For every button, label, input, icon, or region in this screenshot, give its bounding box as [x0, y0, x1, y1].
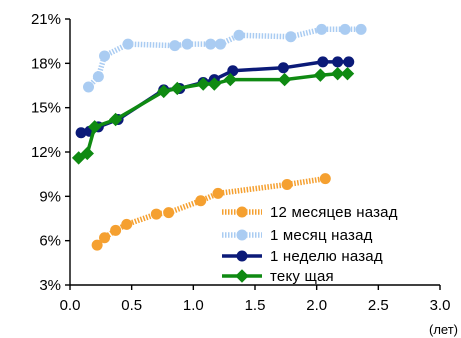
series-2-group — [83, 23, 367, 93]
x-tick-label: 2.0 — [306, 297, 327, 314]
series-2-point — [214, 38, 226, 50]
x-tick-label: 0.5 — [121, 297, 142, 314]
series-1-point — [281, 179, 293, 191]
series-1-point — [91, 239, 103, 251]
legend-marker — [236, 206, 248, 218]
x-tick-label: 3.0 — [430, 297, 451, 314]
legend-marker — [236, 250, 248, 262]
series-2-point — [83, 81, 94, 93]
x-tick-label: 2.5 — [368, 297, 389, 314]
legend-item-4: теку щая — [222, 268, 334, 285]
y-tick-label: 9% — [39, 188, 61, 205]
x-tick-label: 0.0 — [60, 297, 81, 314]
series-1-point — [319, 173, 331, 185]
series-1-point — [99, 232, 111, 244]
series-1-point — [121, 218, 133, 230]
series-4-point — [157, 84, 171, 99]
series-4-point — [313, 68, 328, 82]
series-3-point — [332, 56, 344, 68]
y-tick-label: 3% — [39, 277, 61, 294]
series-2-point — [92, 71, 104, 83]
legend-label: 1 неделю назад — [270, 248, 383, 265]
series-1-point — [110, 224, 122, 236]
series-layer — [71, 23, 367, 251]
series-4-point — [108, 112, 123, 127]
series-2-point — [355, 23, 367, 35]
series-2-point — [316, 23, 328, 35]
series-4-group — [71, 66, 355, 165]
legend-item-3: 1 неделю назад — [222, 248, 383, 265]
series-2-point — [233, 29, 245, 41]
series-2-point — [169, 40, 181, 52]
legend: 12 месяцев назад 1 месяц назад 1 неделю на… — [222, 204, 398, 285]
series-4-point — [330, 66, 345, 81]
series-4-point — [170, 81, 185, 96]
legend-item-2: 1 месяц назад — [222, 227, 373, 244]
x-ticks: 0.0 0.5 1.0 1.5 2.0 2.5 3.0 — [60, 285, 451, 314]
series-3-point — [317, 56, 329, 68]
series-3-point — [343, 56, 355, 68]
x-tick-label: 1.0 — [183, 297, 204, 314]
series-4-point — [196, 77, 210, 91]
series-4-point — [223, 72, 238, 87]
legend-marker — [235, 269, 249, 283]
series-1-point — [195, 195, 207, 207]
y-tick-label: 21% — [31, 11, 61, 28]
y-tick-label: 6% — [39, 233, 61, 250]
legend-item-1: 12 месяцев назад — [222, 204, 398, 221]
y-ticks: 3% 6% 9% 12% 15% 18% 21% — [31, 11, 70, 294]
series-1-point — [150, 208, 162, 220]
series-1-point — [163, 207, 175, 219]
series-4-point — [207, 77, 222, 91]
series-3-point — [277, 62, 289, 74]
y-tick-label: 12% — [31, 144, 61, 161]
series-2-point — [339, 23, 351, 35]
series-4-point — [340, 66, 355, 81]
series-2-point — [122, 38, 134, 50]
series-1-point — [212, 187, 224, 199]
series-2-point — [205, 38, 217, 50]
legend-label: 12 месяцев назад — [270, 204, 398, 221]
x-tick-label: 1.5 — [245, 297, 266, 314]
legend-marker — [236, 229, 248, 241]
legend-label: 1 месяц назад — [270, 227, 373, 244]
series-4-point — [71, 151, 86, 165]
x-axis-unit-label: (лет) — [429, 322, 458, 337]
series-2-point — [99, 50, 111, 62]
series-2-point — [285, 31, 297, 43]
series-3-point — [75, 127, 87, 139]
series-1-group — [91, 173, 331, 251]
series-2-point — [181, 38, 193, 50]
y-tick-label: 18% — [31, 55, 61, 72]
series-3-group — [75, 56, 355, 139]
y-tick-label: 15% — [31, 100, 61, 117]
series-4-point — [277, 72, 292, 87]
legend-label: теку щая — [270, 268, 334, 285]
series-4-point — [87, 120, 102, 134]
axes: 3% 6% 9% 12% 15% 18% 21% 0.0 0.5 1.0 1.5 2.0 2.5 3.0… — [31, 11, 458, 337]
series-4-point — [80, 146, 94, 161]
